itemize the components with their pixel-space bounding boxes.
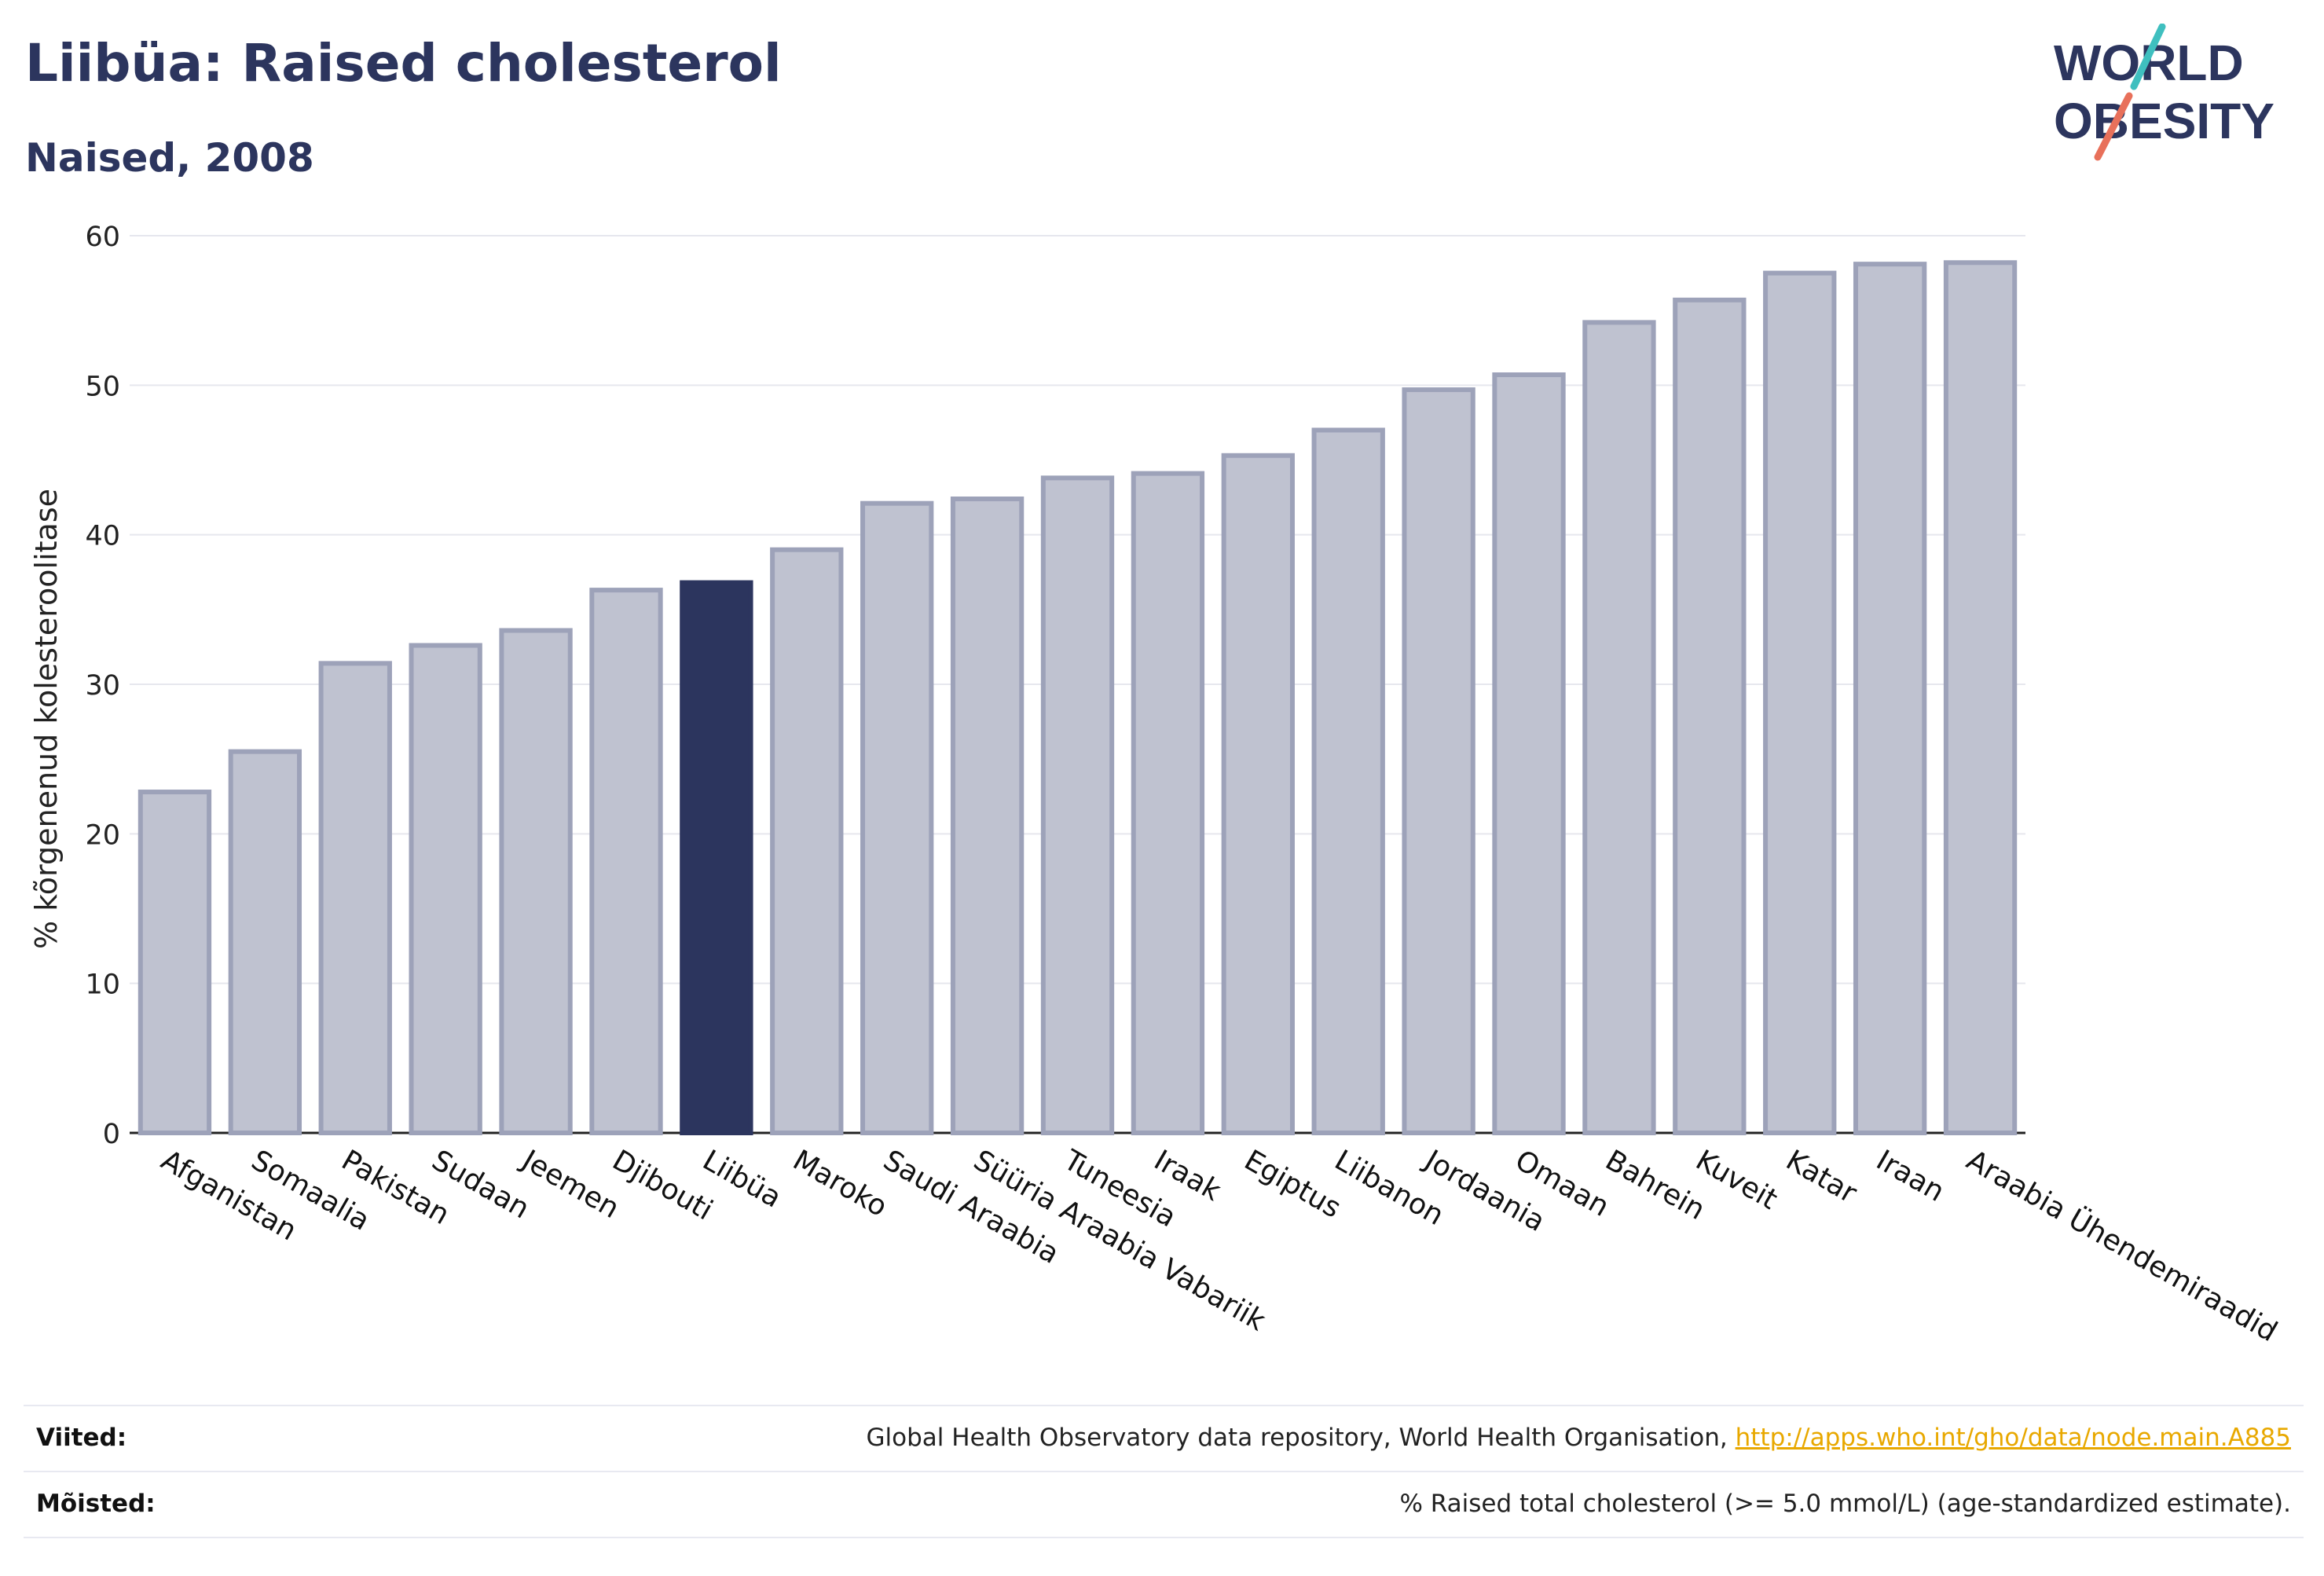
logo-slash-teal [2130,24,2166,90]
bar-omaan [1492,372,1566,1135]
bar-somaalia [228,749,302,1136]
y-tick-label: 0 [103,1119,120,1150]
logo-line2: OBESITY [2054,93,2275,149]
bar-kuveit [1673,297,1747,1135]
page-subtitle: Naised, 2008 [25,135,314,181]
bar-sudaan [409,643,482,1135]
x-tick-label: Egiptus [1239,1144,1347,1225]
x-tick-label: Katar [1780,1144,1862,1210]
sources-label: Viited: [36,1424,127,1452]
bar-afganistan [137,790,212,1135]
definitions-value: % Raised total cholesterol (>= 5.0 mmol/… [1399,1490,2291,1518]
x-tick-labels: AfganistanSomaaliaPakistanSudaanJeemenDj… [156,1143,2283,1348]
bar-pakistan [318,661,392,1135]
bar-djibouti [589,588,663,1135]
bar-jeemen [499,628,573,1135]
sources-text: Global Health Observatory data repositor… [866,1424,1736,1452]
bar-liibanon [1311,427,1385,1135]
y-tick-label: 30 [85,670,120,702]
logo-slash-coral [2094,92,2133,161]
bar-tuneesia [1040,475,1115,1135]
bars [137,260,2018,1136]
world-obesity-logo: WORLD OBESITY [2054,24,2275,161]
x-tick-label: Djibouti [607,1144,717,1226]
bar-bahrein [1582,320,1656,1136]
bar-iraan [1853,262,1927,1135]
bar-liibüa [680,580,753,1135]
definitions-row: Mõisted: % Raised total cholesterol (>= … [24,1472,2304,1538]
bar-chart: 0 10 20 30 40 50 60 AfganistanSomaaliaPakistan… [29,222,2283,1348]
bar-maroko [770,547,844,1135]
page-title: Liibüa: Raised cholesterol [25,33,782,93]
x-tick-label: Bahrein [1600,1144,1710,1226]
definitions-label: Mõisted: [36,1490,156,1518]
bar-jordaania [1402,387,1475,1135]
bar-katar [1763,270,1837,1135]
sources-row: Viited: Global Health Observatory data r… [24,1406,2304,1472]
y-tick-label: 10 [85,969,120,1001]
y-tick-label: 50 [85,371,120,402]
sources-link[interactable]: http://apps.who.int/gho/data/node.main.A… [1735,1424,2291,1452]
x-tick-label: Araabia Ühendemiraadid [1961,1143,2283,1348]
y-tick-label: 60 [85,222,120,253]
x-tick-label: Jeemen [515,1143,625,1225]
bar-araabia-ühendemiraadid [1943,260,2018,1135]
y-tick-labels: 0 10 20 30 40 50 60 [85,222,120,1150]
bar-saudi-araabia [860,500,934,1135]
y-axis-label: % kõrgenenud kolesteroolitase [29,489,64,949]
footer: Viited: Global Health Observatory data r… [24,1405,2304,1538]
bar-süüria-araabia-vabariik [950,496,1025,1135]
sources-value: Global Health Observatory data repositor… [867,1424,2291,1452]
y-tick-label: 40 [85,521,120,552]
x-tick-label: Iraan [1871,1144,1949,1208]
bar-egiptus [1221,453,1295,1135]
x-tick-label: Maroko [787,1144,893,1223]
y-tick-label: 20 [85,819,120,851]
bar-iraak [1131,471,1205,1135]
